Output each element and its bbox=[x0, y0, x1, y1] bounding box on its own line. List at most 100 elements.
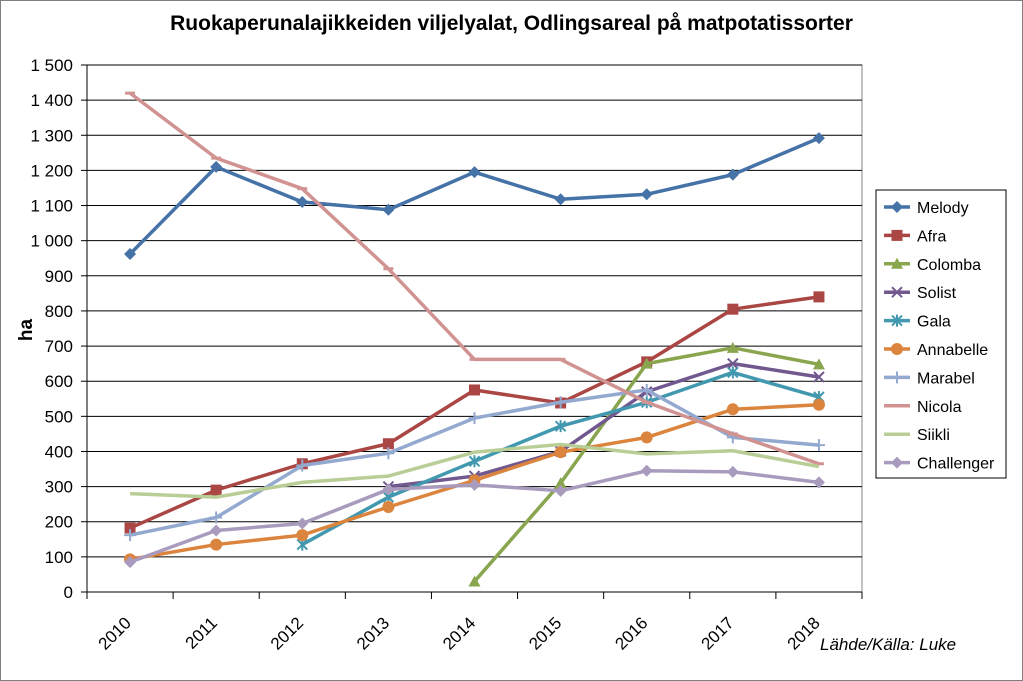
data-point-colomba bbox=[726, 341, 739, 353]
x-tick-label: 2016 bbox=[611, 613, 651, 653]
data-point-gala bbox=[727, 366, 739, 379]
legend-item-gala: Gala bbox=[884, 314, 951, 331]
legend-item-afra: Afra bbox=[884, 228, 946, 245]
data-point-marabel bbox=[812, 439, 825, 452]
legend-item-melody: Melody bbox=[884, 200, 969, 217]
source-label: Lähde/Källa: Luke bbox=[820, 635, 956, 654]
y-tick-label: 0 bbox=[64, 583, 73, 602]
data-point-marabel bbox=[640, 383, 653, 396]
x-tick-label: 2018 bbox=[784, 613, 824, 653]
data-point-afra bbox=[124, 522, 136, 534]
legend-marker-solist bbox=[891, 286, 903, 298]
y-tick-label: 1 300 bbox=[30, 126, 73, 145]
data-point-solist bbox=[813, 371, 825, 383]
data-point-afra bbox=[469, 384, 480, 396]
series-siikli bbox=[129, 442, 820, 499]
legend-label-challenger: Challenger bbox=[917, 456, 995, 473]
legend-marker-gala bbox=[891, 314, 903, 327]
legend-label-annabelle: Annabelle bbox=[917, 342, 988, 359]
data-point-annabelle bbox=[296, 529, 309, 542]
legend-label-nicola: Nicola bbox=[917, 399, 962, 416]
legend-marker-challenger bbox=[891, 456, 903, 469]
data-point-afra bbox=[813, 291, 825, 303]
data-point-colomba bbox=[554, 477, 567, 489]
series-lines bbox=[124, 91, 825, 587]
data-point-marabel bbox=[296, 459, 309, 472]
data-point-melody bbox=[812, 132, 825, 145]
legend-item-nicola: Nicola bbox=[884, 399, 962, 416]
legend: Melody Afra Colomba Solist Gala Annabelle Mara… bbox=[875, 189, 1007, 479]
legend-marker-colomba bbox=[891, 257, 903, 269]
data-point-solist bbox=[727, 357, 739, 370]
data-point-marabel bbox=[210, 511, 223, 524]
y-tick-label: 400 bbox=[45, 442, 73, 461]
data-point-marabel bbox=[468, 412, 481, 425]
series-line-solist bbox=[388, 361, 820, 489]
data-point-melody bbox=[124, 248, 137, 261]
y-tick-label: 100 bbox=[45, 548, 73, 567]
x-tick-label: 2011 bbox=[182, 613, 221, 652]
data-point-afra bbox=[382, 438, 394, 450]
data-point-annabelle bbox=[554, 446, 567, 459]
data-point-challenger bbox=[124, 556, 137, 569]
legend-item-solist: Solist bbox=[884, 285, 957, 302]
data-point-annabelle bbox=[640, 431, 653, 444]
x-tick-label: 2014 bbox=[439, 613, 479, 653]
data-point-challenger bbox=[210, 524, 223, 537]
y-tick-label: 800 bbox=[45, 302, 73, 321]
y-tick-label: 1 400 bbox=[30, 91, 73, 110]
x-tick-label: 2017 bbox=[697, 613, 737, 653]
x-tick-label: 2010 bbox=[95, 613, 135, 653]
legend-label-colomba: Colomba bbox=[917, 257, 981, 274]
series-challenger bbox=[124, 464, 825, 569]
data-point-annabelle bbox=[382, 500, 395, 513]
y-tick-label: 1 500 bbox=[30, 56, 73, 75]
y-tick-label: 1 100 bbox=[30, 197, 73, 216]
data-point-annabelle bbox=[210, 538, 223, 551]
legend-label-gala: Gala bbox=[917, 314, 951, 331]
data-point-melody bbox=[554, 193, 567, 206]
legend-marker-annabelle bbox=[891, 343, 903, 355]
data-point-marabel bbox=[124, 529, 137, 542]
legend-label-solist: Solist bbox=[917, 285, 957, 302]
legend-item-marabel: Marabel bbox=[884, 370, 975, 387]
y-tick-label: 700 bbox=[45, 337, 73, 356]
legend-item-challenger: Challenger bbox=[884, 456, 995, 473]
data-point-challenger bbox=[382, 483, 395, 496]
y-tick-label: 500 bbox=[45, 407, 73, 426]
data-point-marabel bbox=[554, 396, 567, 409]
data-point-colomba bbox=[640, 357, 653, 369]
y-tick-label: 1 000 bbox=[30, 232, 73, 251]
data-point-colomba bbox=[812, 358, 825, 370]
y-tick-label: 600 bbox=[45, 372, 73, 391]
data-point-gala bbox=[468, 455, 481, 468]
data-point-gala bbox=[554, 420, 567, 433]
y-tick-label: 200 bbox=[45, 513, 73, 532]
legend-marker-marabel bbox=[891, 371, 903, 384]
data-point-melody bbox=[640, 188, 653, 201]
data-point-challenger bbox=[554, 484, 567, 497]
x-tick-label: 2015 bbox=[525, 613, 565, 653]
legend-item-siikli: Siikli bbox=[884, 427, 950, 444]
data-point-afra bbox=[727, 303, 739, 315]
chart-title: Ruokaperunalajikkeiden viljelyalat, Odli… bbox=[170, 12, 853, 35]
data-point-melody bbox=[210, 160, 223, 173]
data-point-challenger bbox=[296, 517, 309, 530]
y-tick-label: 900 bbox=[45, 267, 73, 286]
legend-label-melody: Melody bbox=[917, 200, 969, 217]
series-colomba bbox=[468, 341, 825, 587]
series-melody bbox=[124, 132, 825, 261]
x-tick-label: 2012 bbox=[267, 613, 307, 653]
data-point-challenger bbox=[468, 478, 481, 491]
legend-item-annabelle: Annabelle bbox=[884, 342, 988, 359]
series-nicola bbox=[125, 91, 824, 466]
grid-lines bbox=[86, 64, 863, 593]
plot-area bbox=[86, 64, 863, 593]
data-point-annabelle bbox=[812, 398, 825, 411]
y-axis-label: ha bbox=[16, 318, 37, 341]
legend-label-marabel: Marabel bbox=[917, 370, 975, 387]
data-point-challenger bbox=[726, 465, 739, 478]
legend-marker-afra bbox=[891, 229, 903, 241]
data-point-melody bbox=[726, 168, 739, 181]
